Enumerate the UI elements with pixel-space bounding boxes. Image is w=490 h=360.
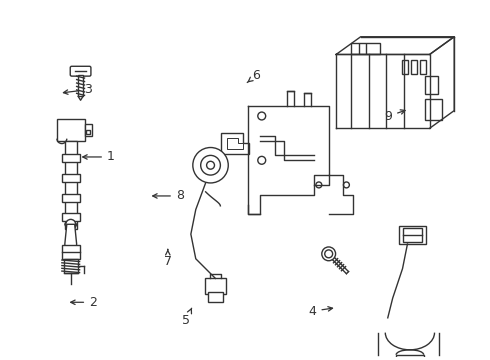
Bar: [420, 60, 426, 74]
Text: 6: 6: [247, 69, 260, 82]
Circle shape: [193, 148, 228, 183]
Bar: [411, 60, 417, 74]
Bar: [208, 292, 223, 302]
Circle shape: [207, 161, 215, 169]
Circle shape: [316, 182, 322, 188]
Circle shape: [258, 112, 266, 120]
Bar: [57, 119, 84, 141]
Bar: [62, 213, 79, 221]
Bar: [64, 259, 77, 273]
Text: 5: 5: [182, 308, 192, 327]
Bar: [78, 75, 83, 96]
Polygon shape: [65, 224, 76, 259]
Bar: [86, 130, 91, 134]
Bar: [65, 141, 76, 229]
Circle shape: [322, 247, 336, 261]
Bar: [62, 245, 79, 259]
Polygon shape: [227, 138, 243, 149]
Circle shape: [343, 182, 349, 188]
Bar: [425, 76, 439, 94]
Bar: [402, 228, 422, 242]
Bar: [402, 60, 408, 74]
Polygon shape: [221, 133, 249, 154]
Text: 8: 8: [153, 189, 184, 202]
FancyBboxPatch shape: [70, 66, 91, 76]
Bar: [62, 174, 79, 182]
Bar: [62, 194, 79, 202]
Bar: [84, 124, 93, 136]
Bar: [396, 355, 424, 360]
Bar: [62, 154, 79, 162]
Circle shape: [258, 156, 266, 164]
Bar: [398, 226, 426, 244]
Text: 2: 2: [71, 296, 97, 309]
Bar: [351, 42, 380, 54]
Bar: [205, 278, 226, 294]
Text: 7: 7: [164, 249, 172, 268]
Text: 1: 1: [83, 150, 115, 163]
Text: 4: 4: [309, 305, 333, 318]
Circle shape: [66, 219, 75, 229]
Text: 3: 3: [63, 83, 92, 96]
Circle shape: [201, 156, 220, 175]
Text: 9: 9: [384, 110, 405, 123]
Circle shape: [325, 250, 333, 258]
Bar: [425, 99, 442, 121]
